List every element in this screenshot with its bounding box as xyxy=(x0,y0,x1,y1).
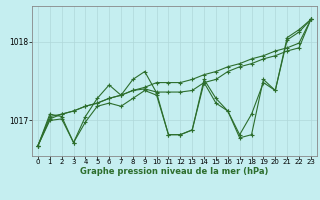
X-axis label: Graphe pression niveau de la mer (hPa): Graphe pression niveau de la mer (hPa) xyxy=(80,167,268,176)
